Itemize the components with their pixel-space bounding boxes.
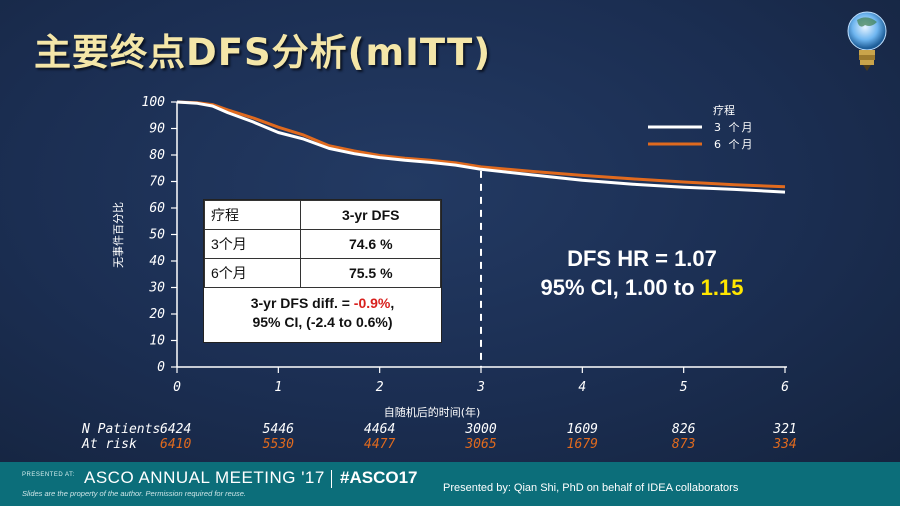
y-tick-label: 90 [149,122,165,137]
hr-ci-upper: 1.15 [701,275,744,300]
y-tick-label: 100 [142,95,166,110]
hr-line-1: DFS HR = 1.07 [567,246,717,271]
table-row: 3个月 74.6 % [203,229,441,259]
y-tick-label: 20 [149,307,165,322]
risk-value-6mo: 334 [772,437,796,452]
x-axis-label: 自随机后的时间(年) [384,405,481,419]
x-tick-label: 3 [476,380,485,395]
footer-bar: PRESENTED AT: ASCO ANNUAL MEETING '17 #A… [0,462,900,506]
number-at-risk: N Patients At risk 6424 5446 4464 3000 1609 8… [81,422,797,452]
risk-row-3mo: 6424 5446 4464 3000 1609 826 321 [160,422,797,437]
series-line-6mo [176,100,786,189]
y-tick-label: 70 [149,175,165,190]
legend: 疗程 3 个月 6 个月 [648,103,755,151]
dfs-summary-table: 疗程 3-yr DFS 3个月 74.6 % 6个月 75.5 % 3-yr D… [203,199,442,343]
hr-ci-prefix: 95% CI, 1.00 to [540,275,700,300]
risk-head-line-1: N Patients [81,422,160,437]
slide-title: 主要终点DFS分析(mITT) [34,31,492,74]
table-cell: 6个月 [203,258,302,288]
y-tick-label: 0 [157,360,165,375]
presented-at-label: PRESENTED AT: [22,472,75,478]
table-header-cell: 疗程 [203,200,302,230]
meeting-hashtag: #ASCO17 [340,468,418,487]
x-tick-label: 6 [781,380,789,395]
note-line-1: 3-yr DFS diff. = -0.9%, [204,294,441,313]
x-tick-label: 1 [274,380,282,395]
legend-label-6mo: 6 个月 [714,138,755,151]
y-tick-label: 60 [149,201,165,216]
legend-title: 疗程 [713,103,735,117]
legend-label-3mo: 3 个月 [714,121,755,134]
footer-divider [331,470,332,488]
risk-value-6mo: 1679 [567,437,598,452]
meeting-name: ASCO ANNUAL MEETING '17 [84,468,325,487]
table-row: 6个月 75.5 % [203,258,441,288]
risk-value-3mo: 5446 [263,422,294,437]
risk-value-3mo: 321 [772,422,796,437]
series-line-3mo [176,100,786,194]
y-tick-label: 30 [148,281,165,296]
risk-value-6mo: 3065 [464,437,496,452]
presenter-credit: Presented by: Qian Shi, PhD on behalf of… [443,482,739,494]
dfs-difference-note: 3-yr DFS diff. = -0.9%, 95% CI, (-2.4 to… [204,288,441,332]
risk-value-6mo: 6410 [160,437,191,452]
footer-disclaimer: Slides are the property of the author. P… [22,489,247,498]
note-diff-value: -0.9% [353,295,391,311]
table-header-row: 疗程 3-yr DFS [203,200,441,230]
risk-value-3mo: 826 [672,422,696,437]
lightbulb-icon [847,11,887,71]
risk-value-3mo: 4464 [364,422,395,437]
y-tick-label: 80 [149,148,165,163]
note-diff-suffix: , [390,295,395,311]
x-tick-label: 5 [680,380,688,395]
risk-value-6mo: 4477 [364,437,395,452]
y-tick-label: 40 [149,254,165,269]
risk-row-6mo: 6410 5530 4477 3065 1679 873 334 [160,437,797,452]
y-tick-label: 50 [149,228,165,243]
risk-head-line-2: At risk [81,437,137,452]
note-diff-label: 3-yr DFS diff. = [250,295,354,311]
y-tick-label: 10 [149,334,165,349]
hr-line-2: 95% CI, 1.00 to 1.15 [540,275,743,300]
risk-value-3mo: 6424 [160,422,191,437]
risk-value-6mo: 5530 [263,437,294,452]
x-tick-label: 0 [173,380,181,395]
table-cell: 75.5 % [300,258,441,288]
table-cell: 74.6 % [300,229,441,259]
y-axis-label: 无事件百分比 [112,202,125,268]
dfs-table: 疗程 3-yr DFS 3个月 74.6 % 6个月 75.5 % [203,200,441,288]
x-tick-label: 4 [578,380,586,395]
risk-value-3mo: 3000 [464,422,496,437]
table-cell: 3个月 [203,229,302,259]
table-header-cell: 3-yr DFS [300,200,441,230]
x-ticks: 0 1 2 3 4 5 6 [173,367,789,395]
survival-curves [176,100,786,194]
slide-background [0,0,900,462]
risk-value-3mo: 1609 [567,422,598,437]
note-line-2: 95% CI, (-2.4 to 0.6%) [252,314,393,330]
x-tick-label: 2 [376,380,384,395]
risk-value-6mo: 873 [672,437,695,452]
hazard-ratio-annotation: DFS HR = 1.07 95% CI, 1.00 to 1.15 [540,246,743,300]
